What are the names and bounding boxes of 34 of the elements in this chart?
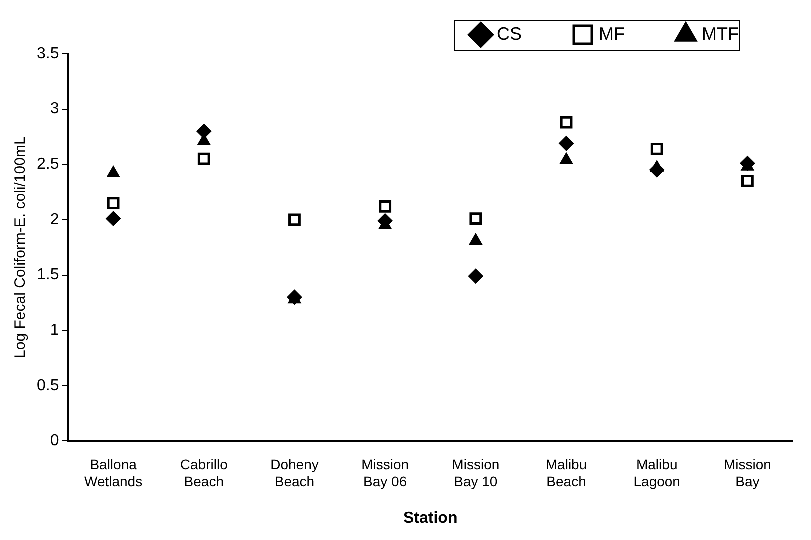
y-tick-label: 1	[50, 322, 60, 339]
y-axis-title: Log Fecal Coliform-E. coli/100mL	[12, 136, 30, 358]
point	[106, 211, 122, 226]
x-tick-label: Mission Bay 06	[362, 456, 410, 490]
point	[379, 200, 392, 213]
y-tick-label: 3	[50, 100, 60, 118]
x-tick-label: Doheny Beach	[270, 456, 319, 490]
y-tick-label: 0	[50, 432, 60, 450]
x-tick-label: Malibu Lagoon	[634, 456, 680, 490]
x-axis-title: Station	[404, 510, 458, 527]
point	[107, 197, 120, 210]
legend-label: CS	[497, 24, 562, 44]
point	[288, 214, 301, 226]
x-tick-label: Mission Bay	[724, 456, 772, 490]
point	[559, 136, 574, 152]
y-tick-label: 0.5	[36, 377, 60, 394]
x-tick-label: Malibu Beach	[546, 456, 588, 490]
x-tick-label: Cabrillo Beach	[180, 456, 228, 490]
y-tick-label: 1.5	[36, 266, 60, 284]
point	[468, 268, 484, 284]
legend-label: MTF	[702, 24, 780, 44]
y-tick-label: 2.5	[36, 156, 60, 174]
point	[196, 124, 212, 139]
legend-label: MF	[599, 24, 666, 44]
point	[560, 116, 573, 129]
point	[198, 152, 210, 166]
point	[740, 156, 756, 172]
point	[742, 175, 754, 188]
y-tick-label: 3.5	[36, 45, 60, 62]
x-tick-label: Ballona Wetlands	[84, 456, 143, 490]
x-tick-label: Mission Bay 10	[452, 456, 500, 490]
y-tick-label: 2	[50, 211, 60, 228]
point	[650, 142, 664, 156]
point	[470, 212, 482, 226]
